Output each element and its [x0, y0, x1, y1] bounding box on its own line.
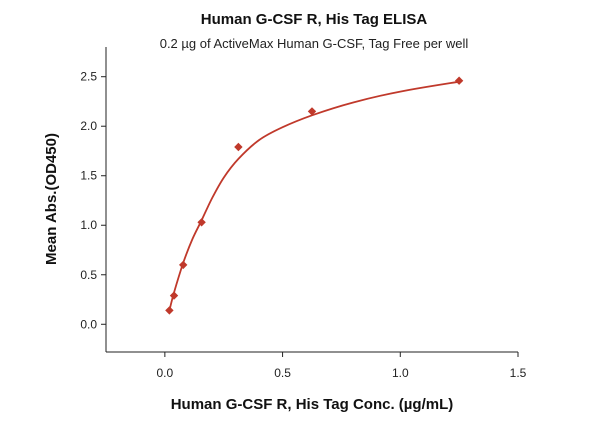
- y-ticks: 0.0 0.5 1.0 1.5 2.0 2.5: [80, 70, 106, 331]
- x-tick-label: 0.5: [274, 366, 291, 380]
- data-point: [179, 260, 188, 270]
- y-tick-label: 0.0: [80, 317, 97, 331]
- chart-subtitle: 0.2 µg of ActiveMax Human G-CSF, Tag Fre…: [160, 36, 469, 51]
- data-point: [234, 142, 243, 152]
- y-tick-label: 1.5: [80, 169, 97, 183]
- y-tick-label: 2.5: [80, 70, 97, 84]
- chart-title: Human G-CSF R, His Tag ELISA: [201, 11, 428, 28]
- x-tick-label: 1.0: [392, 366, 409, 380]
- x-tick-label: 0.0: [157, 366, 174, 380]
- data-point: [454, 76, 464, 85]
- data-point: [165, 306, 174, 315]
- data-point: [169, 291, 179, 300]
- x-axis-label: Human G-CSF R, His Tag Conc. (µg/mL): [171, 396, 454, 413]
- fit-curve: [168, 80, 460, 311]
- data-point: [197, 218, 206, 227]
- x-ticks: 0.0 0.5 1.0 1.5: [157, 352, 527, 380]
- data-points: [165, 76, 464, 315]
- data-point: [307, 107, 317, 116]
- y-tick-label: 2.0: [80, 119, 97, 133]
- x-tick-label: 1.5: [510, 366, 527, 380]
- y-tick-label: 0.5: [80, 268, 97, 282]
- y-axis-label: Mean Abs.(OD450): [43, 133, 60, 265]
- y-tick-label: 1.0: [80, 218, 97, 232]
- axes: [105, 47, 518, 353]
